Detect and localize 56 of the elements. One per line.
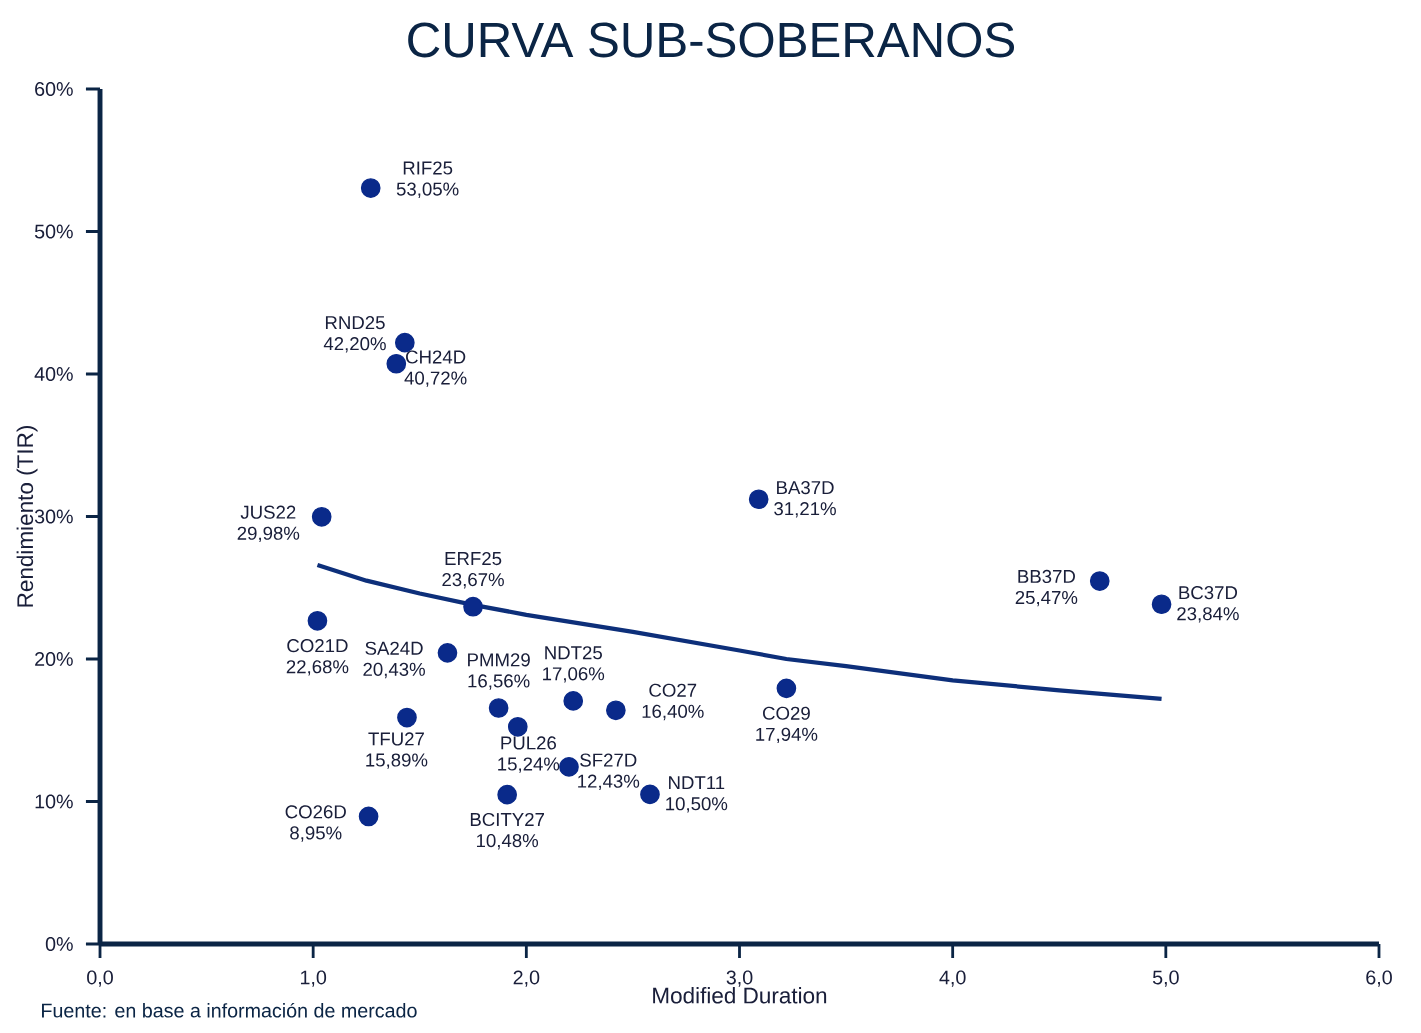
y-tick-label: 40% [34,367,73,381]
data-label: 31,21% [774,502,836,518]
source-note: Fuente: en base a información de mercado [42,1002,417,1018]
annotation: CO21D [287,639,348,653]
data-label: 10,48% [476,834,539,850]
x-tick-label: 3,0 [726,970,753,987]
data-label: 12,43% [578,774,640,790]
annotation: CO27 [649,683,697,697]
annotation: PUL26 [501,736,556,750]
x-axis-title: Modified Duration [653,987,827,1004]
annotation: RIF25 [403,161,453,175]
annotation: CO26D [285,805,346,819]
data-label: 8,95% [290,826,342,842]
annotation: SF27D [580,753,637,767]
x-tick-label: 5,0 [1152,970,1179,987]
x-tick-label: 0,0 [87,970,113,987]
annotation: NDT25 [545,646,602,660]
y-tick-label: 0% [45,937,73,951]
annotation: BC37D [1179,586,1238,600]
chart-title: CURVA SUB-SOBERANOS [408,22,1015,58]
data-label: 40,72% [404,371,467,387]
data-label: 42,20% [323,337,386,353]
x-tick-label: 1,0 [300,970,327,987]
data-label: 23,84% [1177,607,1239,623]
annotation: RND25 [325,316,385,330]
annotation: ERF25 [445,551,502,566]
data-label: 10,50% [666,797,728,813]
annotation: PMM29 [468,653,530,667]
data-label: 23,67% [442,573,504,589]
x-tick-label: 4,0 [939,970,966,987]
annotation: BA37D [777,481,834,495]
data-label: 15,24% [498,757,560,773]
data-label: 17,94% [756,727,818,744]
y-tick-label: 20% [35,652,73,666]
data-label: 17,06% [543,667,605,683]
y-tick-label: 50% [34,224,73,239]
annotation: CH24D [406,350,466,364]
annotation: NDT11 [669,776,725,790]
data-label: 16,40% [642,704,704,721]
annotation: BCITY27 [470,812,544,827]
annotation: JUS22 [240,505,296,519]
data-label: 53,05% [396,182,459,198]
data-label: 29,98% [237,526,300,543]
data-label: 22,68% [286,660,349,676]
data-label: 25,47% [1015,590,1078,607]
annotation: CO29 [763,706,810,720]
annotation: TFU27 [368,732,424,746]
annotation: SA24D [365,641,423,655]
data-label: 15,89% [366,753,428,769]
data-label: 20,43% [363,662,425,679]
data-label: 16,56% [468,674,530,690]
x-tick-label: 6,0 [1366,970,1392,987]
x-tick-label: 2,0 [513,970,540,987]
annotation: BB37D [1018,569,1075,584]
y-tick-label: 60% [35,82,73,96]
y-tick-label: 10% [35,794,73,809]
